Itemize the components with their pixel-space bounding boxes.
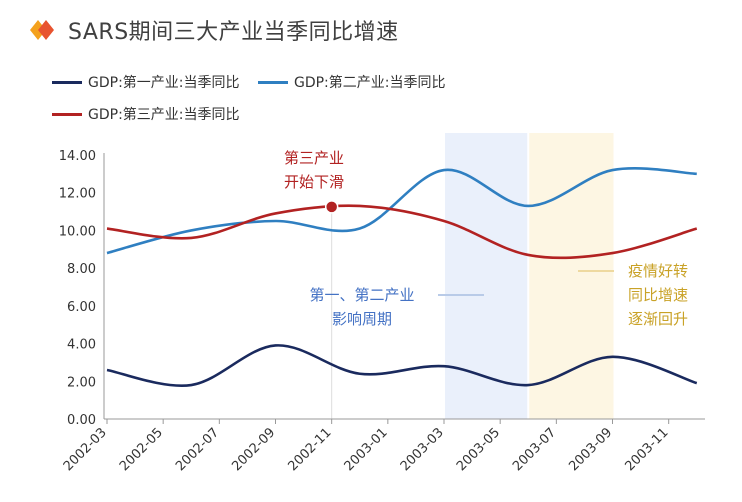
chart-title: SARS期间三大产业当季同比增速 [68, 20, 399, 45]
annotation-gold: 逐渐回升 [628, 310, 688, 328]
legend-label-series1: GDP:第一产业:当季同比 [88, 75, 240, 91]
legend-item-series1: GDP:第一产业:当季同比 [52, 66, 240, 98]
highlight-band-yellow [529, 133, 614, 419]
y-tick-label: 10.00 [59, 224, 96, 239]
x-tick-label: 2003-11 [622, 425, 671, 474]
annotation-blue: 第一、第二产业 [309, 286, 414, 304]
legend-swatch-series3 [52, 112, 82, 116]
x-tick-label: 2002-05 [117, 425, 166, 474]
x-tick-label: 2002-09 [229, 425, 278, 474]
highlight-band-blue [445, 133, 528, 419]
marker-dot [324, 200, 339, 214]
y-tick-label: 12.00 [59, 187, 96, 202]
annotation-red: 第三产业 [284, 149, 344, 167]
annotation-gold: 疫情好转 [628, 262, 688, 280]
legend-label-series2: GDP:第二产业:当季同比 [293, 75, 446, 91]
y-tick-label: 2.00 [67, 375, 96, 390]
x-tick-label: 2003-09 [566, 425, 615, 474]
annotation-red: 开始下滑 [284, 173, 344, 191]
legend-swatch-series1 [52, 80, 82, 84]
legend: GDP:第一产业:当季同比 GDP:第二产业:当季同比 GDP:第三产业:当季同… [52, 66, 692, 130]
x-tick-label: 2002-03 [61, 425, 110, 474]
x-tick-label: 2003-07 [510, 425, 559, 474]
annotation-gold: 同比增速 [628, 286, 688, 304]
annotation-blue: 影响周期 [332, 310, 392, 328]
x-tick-label: 2002-07 [173, 425, 222, 474]
y-tick-label: 14.00 [59, 149, 96, 164]
series-line-2 [106, 167, 697, 255]
series-line-1 [106, 344, 698, 387]
x-tick-label: 2003-03 [398, 425, 447, 474]
x-tick-label: 2003-01 [342, 425, 391, 474]
x-tick-label: 2003-05 [454, 425, 503, 474]
y-tick-label: 8.00 [67, 262, 96, 277]
legend-swatch-series2 [257, 80, 288, 84]
legend-item-series3: GDP:第三产业:当季同比 [52, 98, 240, 130]
legend-label-series3: GDP:第三产业:当季同比 [88, 107, 240, 123]
legend-item-series2: GDP:第二产业:当季同比 [257, 66, 446, 98]
y-tick-label: 4.00 [67, 338, 96, 353]
y-tick-label: 6.00 [67, 300, 96, 315]
title-bar: SARS期间三大产业当季同比增速 [30, 14, 399, 46]
series-line-3 [106, 204, 698, 260]
diamond-logo-icon [30, 20, 54, 40]
y-tick-label: 0.00 [67, 413, 96, 428]
x-tick-label: 2002-11 [285, 425, 334, 474]
